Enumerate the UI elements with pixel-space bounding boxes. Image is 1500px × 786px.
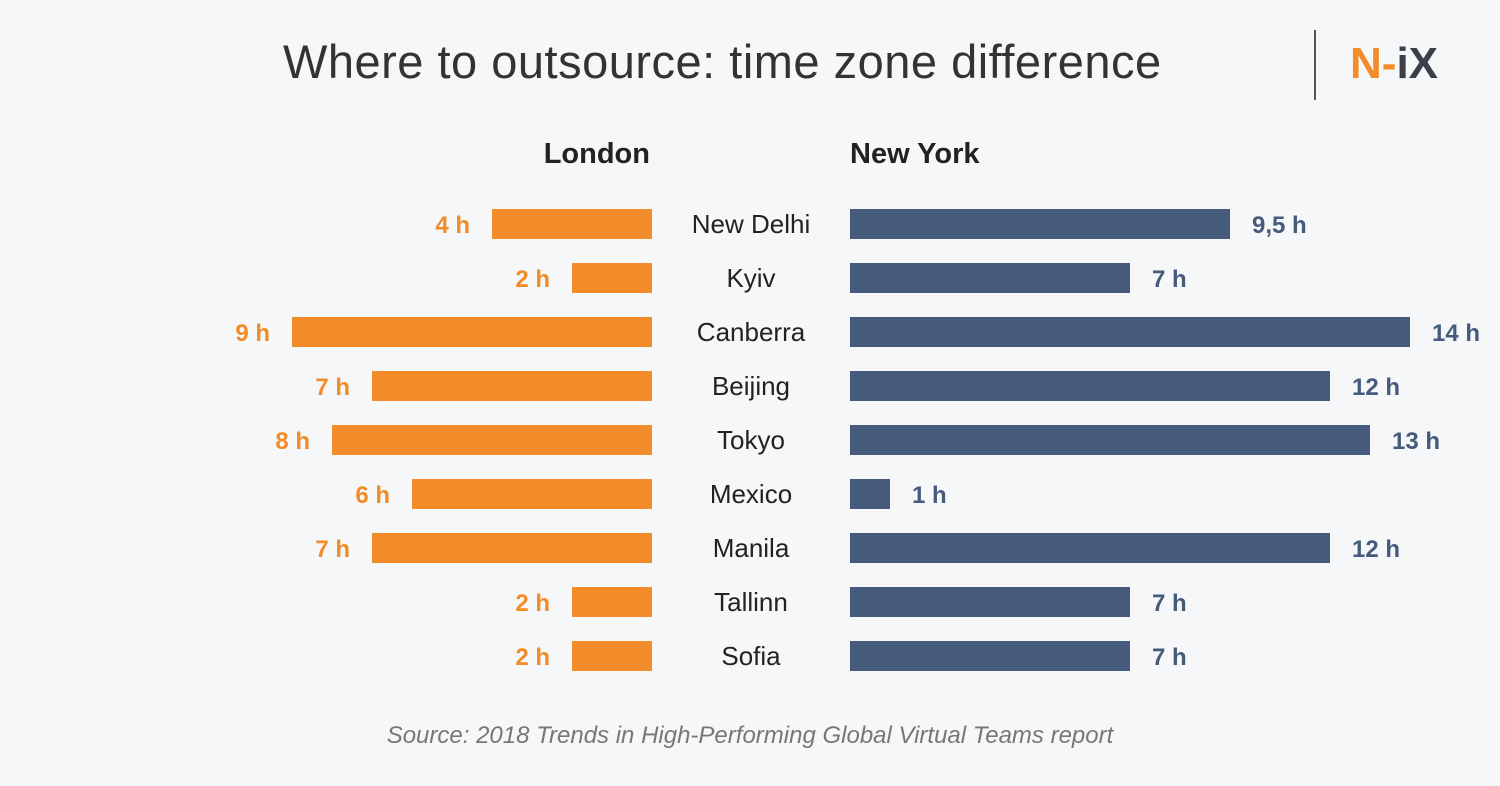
bar-london-beijing (372, 371, 652, 401)
value-label-london-mexico: 6 h (355, 482, 390, 509)
category-label-mexico: Mexico (710, 479, 792, 509)
bar-london-tokyo (332, 425, 652, 455)
category-label-beijing: Beijing (712, 371, 790, 401)
category-label-new-delhi: New Delhi (692, 209, 811, 239)
bar-new-york-canberra (850, 317, 1410, 347)
bar-london-sofia (572, 641, 652, 671)
bar-new-york-sofia (850, 641, 1130, 671)
logo-dash: - (1381, 39, 1397, 88)
series-header-london: London (543, 138, 650, 170)
value-label-new-york-tokyo: 13 h (1392, 428, 1440, 455)
value-label-london-canberra: 9 h (235, 320, 270, 347)
bar-new-york-beijing (850, 371, 1330, 401)
bar-new-york-tokyo (850, 425, 1370, 455)
brand-logo: N-iX (1350, 42, 1438, 86)
value-label-london-kyiv: 2 h (515, 266, 550, 293)
source-note: Source: 2018 Trends in High-Performing G… (386, 722, 1114, 749)
bar-new-york-new-delhi (850, 209, 1230, 239)
category-label-canberra: Canberra (697, 317, 806, 347)
bar-new-york-tallinn (850, 587, 1130, 617)
value-label-new-york-manila: 12 h (1352, 536, 1400, 563)
logo-divider (1314, 30, 1316, 100)
value-label-london-new-delhi: 4 h (435, 212, 470, 239)
logo-n: N (1350, 39, 1382, 88)
value-label-new-york-kyiv: 7 h (1152, 266, 1187, 293)
bar-london-tallinn (572, 587, 652, 617)
value-label-london-manila: 7 h (315, 536, 350, 563)
value-label-london-sofia: 2 h (515, 644, 550, 671)
value-label-new-york-beijing: 12 h (1352, 374, 1400, 401)
value-label-new-york-new-delhi: 9,5 h (1252, 212, 1307, 239)
logo-ix: iX (1396, 39, 1439, 88)
bar-london-manila (372, 533, 652, 563)
chart-title: Where to outsource: time zone difference (283, 35, 1162, 88)
category-label-tallinn: Tallinn (714, 587, 788, 617)
value-label-new-york-sofia: 7 h (1152, 644, 1187, 671)
category-label-manila: Manila (713, 533, 790, 563)
bar-london-mexico (412, 479, 652, 509)
bar-london-kyiv (572, 263, 652, 293)
value-label-london-beijing: 7 h (315, 374, 350, 401)
value-label-new-york-tallinn: 7 h (1152, 590, 1187, 617)
category-label-kyiv: Kyiv (726, 263, 775, 293)
value-label-new-york-canberra: 14 h (1432, 320, 1480, 347)
bar-new-york-mexico (850, 479, 890, 509)
series-header-new-york: New York (850, 138, 980, 170)
bar-new-york-manila (850, 533, 1330, 563)
bar-london-new-delhi (492, 209, 652, 239)
bar-new-york-kyiv (850, 263, 1130, 293)
category-label-tokyo: Tokyo (717, 425, 785, 455)
value-label-new-york-mexico: 1 h (912, 482, 947, 509)
value-label-london-tallinn: 2 h (515, 590, 550, 617)
value-label-london-tokyo: 8 h (275, 428, 310, 455)
category-label-sofia: Sofia (721, 641, 781, 671)
bar-london-canberra (292, 317, 652, 347)
